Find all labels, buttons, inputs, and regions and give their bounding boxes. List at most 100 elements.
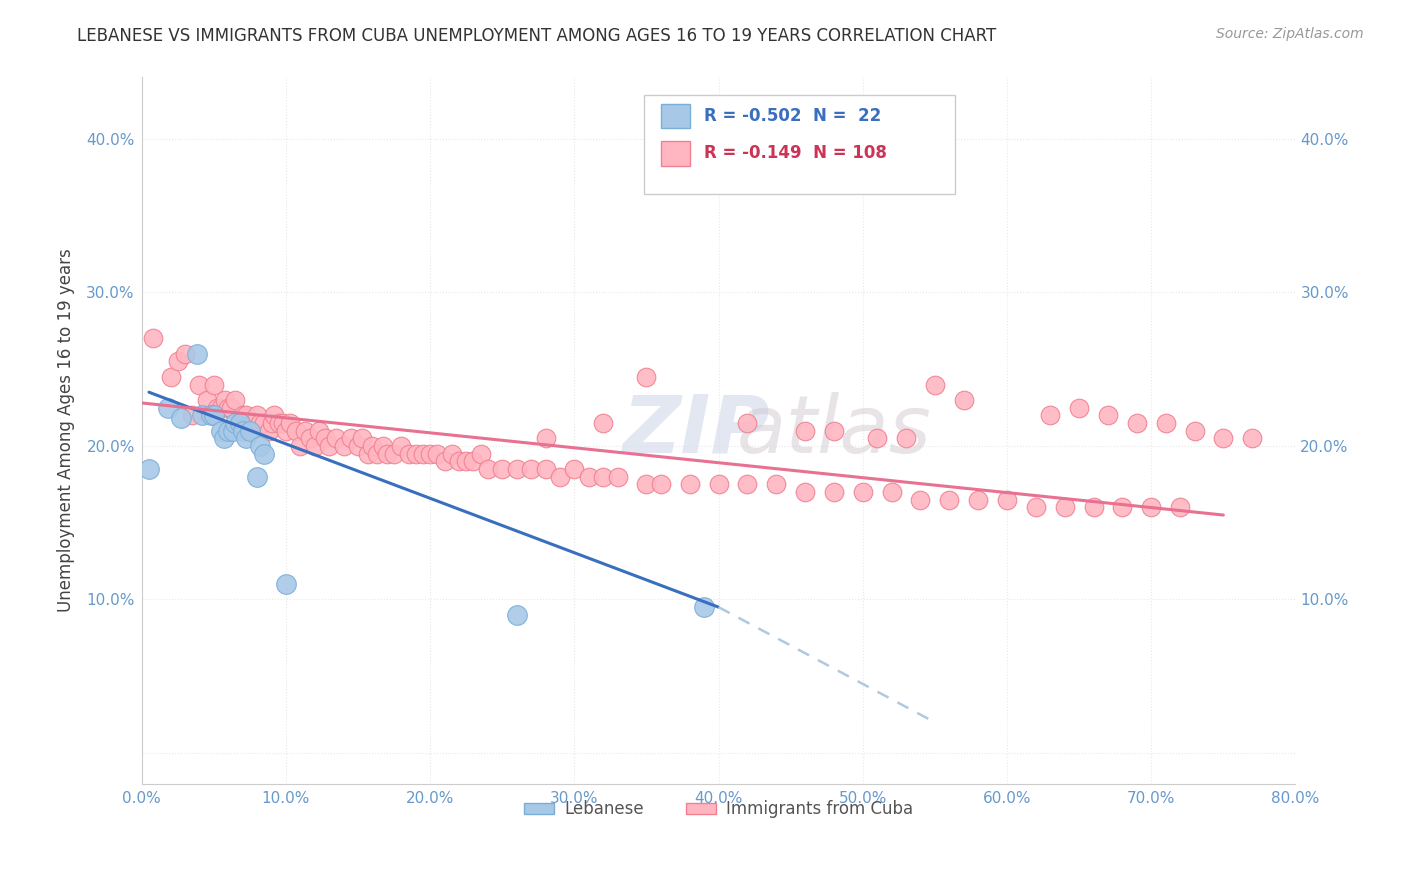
Point bbox=[924, 377, 946, 392]
Point bbox=[138, 462, 160, 476]
Point bbox=[440, 447, 463, 461]
Point bbox=[852, 485, 875, 500]
Point bbox=[1083, 500, 1105, 515]
Y-axis label: Unemployment Among Ages 16 to 19 years: Unemployment Among Ages 16 to 19 years bbox=[58, 249, 75, 613]
Point bbox=[263, 409, 285, 423]
Point bbox=[995, 492, 1018, 507]
Point bbox=[866, 431, 889, 445]
Point bbox=[229, 416, 252, 430]
Point bbox=[765, 477, 787, 491]
Point bbox=[232, 409, 254, 423]
Point bbox=[217, 401, 239, 415]
Point bbox=[274, 577, 297, 591]
Point bbox=[389, 439, 412, 453]
Point bbox=[534, 431, 557, 445]
Point bbox=[166, 354, 188, 368]
Text: ZIP: ZIP bbox=[621, 392, 769, 469]
Point bbox=[253, 416, 276, 430]
Point bbox=[477, 462, 499, 476]
Point bbox=[737, 416, 759, 430]
Point bbox=[794, 424, 817, 438]
Text: Source: ZipAtlas.com: Source: ZipAtlas.com bbox=[1216, 27, 1364, 41]
Point bbox=[170, 411, 193, 425]
Point bbox=[200, 409, 222, 423]
Point bbox=[347, 439, 370, 453]
Point bbox=[564, 462, 586, 476]
Point bbox=[737, 477, 759, 491]
Point bbox=[823, 424, 845, 438]
Point bbox=[650, 477, 672, 491]
Point bbox=[352, 431, 374, 445]
Point bbox=[186, 347, 208, 361]
Point bbox=[1140, 500, 1163, 515]
Point bbox=[260, 416, 283, 430]
Point bbox=[371, 439, 394, 453]
Point bbox=[224, 416, 246, 430]
Text: atlas: atlas bbox=[737, 392, 931, 469]
Point bbox=[267, 416, 290, 430]
Point bbox=[299, 431, 322, 445]
Point bbox=[366, 447, 388, 461]
Point bbox=[246, 469, 269, 483]
Point bbox=[463, 454, 485, 468]
Point bbox=[592, 416, 614, 430]
Point bbox=[412, 447, 434, 461]
Point bbox=[195, 392, 218, 407]
Point bbox=[405, 447, 427, 461]
Point bbox=[246, 409, 269, 423]
Point bbox=[382, 447, 405, 461]
Bar bbox=[661, 103, 690, 128]
Point bbox=[202, 409, 225, 423]
Point bbox=[188, 377, 211, 392]
Point bbox=[952, 392, 974, 407]
Point bbox=[592, 469, 614, 483]
Point bbox=[159, 369, 181, 384]
Point bbox=[271, 416, 294, 430]
Point bbox=[219, 401, 242, 415]
Text: LEBANESE VS IMMIGRANTS FROM CUBA UNEMPLOYMENT AMONG AGES 16 TO 19 YEARS CORRELAT: LEBANESE VS IMMIGRANTS FROM CUBA UNEMPLO… bbox=[77, 27, 997, 45]
Point bbox=[142, 331, 165, 345]
Point bbox=[361, 439, 384, 453]
Point bbox=[257, 424, 280, 438]
Point bbox=[967, 492, 990, 507]
Point bbox=[278, 416, 301, 430]
Point bbox=[243, 416, 266, 430]
Point bbox=[232, 424, 254, 438]
Point bbox=[235, 431, 257, 445]
Text: R = -0.149  N = 108: R = -0.149 N = 108 bbox=[703, 145, 886, 162]
Point bbox=[894, 431, 917, 445]
Point bbox=[520, 462, 543, 476]
Point bbox=[433, 454, 456, 468]
Point bbox=[314, 431, 336, 445]
Point bbox=[229, 416, 252, 430]
Point bbox=[505, 462, 527, 476]
Point bbox=[1025, 500, 1047, 515]
Legend: Lebanese, Immigrants from Cuba: Lebanese, Immigrants from Cuba bbox=[517, 794, 920, 825]
Point bbox=[181, 409, 204, 423]
Point bbox=[214, 392, 236, 407]
Point bbox=[636, 477, 658, 491]
Point bbox=[224, 392, 246, 407]
Point bbox=[1069, 401, 1091, 415]
Point bbox=[1039, 409, 1062, 423]
Point bbox=[239, 424, 262, 438]
Point bbox=[534, 462, 557, 476]
Point bbox=[880, 485, 903, 500]
Point bbox=[253, 447, 276, 461]
Point bbox=[304, 439, 326, 453]
Point bbox=[1053, 500, 1076, 515]
Point bbox=[285, 424, 308, 438]
Point bbox=[636, 369, 658, 384]
Point bbox=[1111, 500, 1133, 515]
Point bbox=[357, 447, 380, 461]
Point bbox=[823, 485, 845, 500]
Point bbox=[235, 409, 257, 423]
Point bbox=[1126, 416, 1149, 430]
Point bbox=[398, 447, 420, 461]
Point bbox=[1168, 500, 1191, 515]
Bar bbox=[661, 141, 690, 166]
Point bbox=[419, 447, 441, 461]
Point bbox=[202, 377, 225, 392]
Point bbox=[217, 424, 239, 438]
Point bbox=[209, 424, 232, 438]
